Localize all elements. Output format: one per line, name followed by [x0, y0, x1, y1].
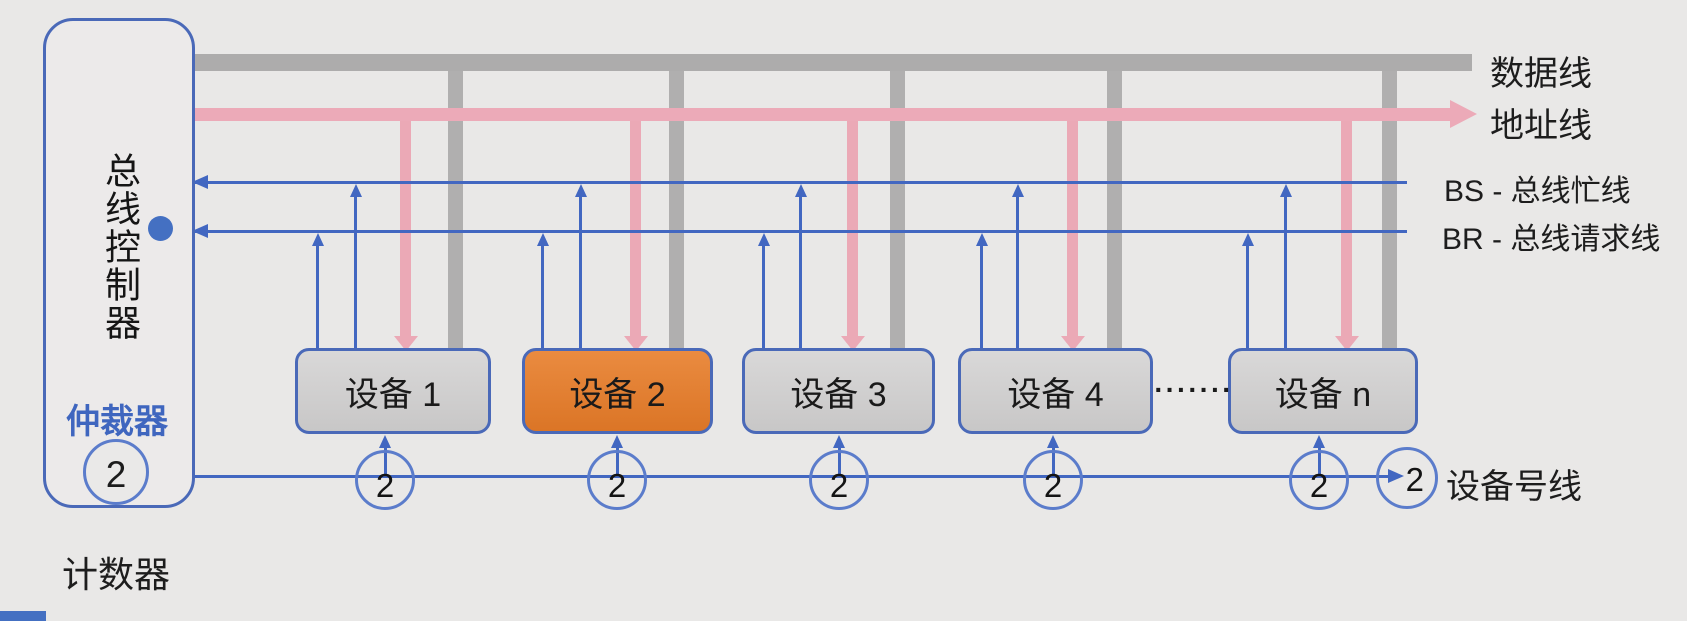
priority-counter-circle: 2	[1289, 450, 1349, 510]
device-box-4: 设备 4	[958, 348, 1153, 434]
up-arrow-icon	[1280, 184, 1292, 197]
line-end-counter-circle: 2	[1376, 447, 1438, 509]
up-arrow-icon	[537, 233, 549, 246]
device-to-bs-line	[1284, 194, 1287, 350]
address-drop-arrow-icon	[394, 336, 418, 351]
connection-dot-icon	[148, 216, 173, 241]
device-label: 设备 2	[569, 375, 666, 414]
bus-controller-label: 总线控制器	[100, 152, 141, 342]
data-bus-drop	[890, 70, 905, 350]
address-bus-drop	[847, 121, 858, 336]
priority-counter-circle: 2	[809, 450, 869, 510]
up-arrow-icon	[1047, 435, 1059, 448]
device-box-3: 设备 3	[742, 348, 935, 434]
br-line-label: BR - 总线请求线	[1442, 223, 1661, 256]
address-bus-arrow-icon	[1450, 100, 1477, 128]
up-arrow-icon	[833, 435, 845, 448]
address-bus-drop	[630, 121, 641, 336]
address-drop-arrow-icon	[1335, 336, 1359, 351]
address-bus-line	[192, 108, 1450, 121]
device-to-br-line	[1246, 243, 1249, 350]
arbiter-label: 仲裁器	[66, 403, 168, 441]
up-arrow-icon	[976, 233, 988, 246]
device-box-n: 设备 n	[1228, 348, 1418, 434]
counter-label: 计数器	[62, 554, 171, 595]
device-to-br-line	[762, 243, 765, 350]
up-arrow-icon	[1242, 233, 1254, 246]
br-left-arrow-icon	[192, 224, 208, 238]
device-to-br-line	[541, 243, 544, 350]
ellipsis-dots: ·······	[1154, 374, 1234, 405]
data-bus-drop	[1107, 70, 1122, 350]
address-bus-drop	[1341, 121, 1352, 336]
address-bus-label: 地址线	[1490, 107, 1592, 145]
up-arrow-icon	[350, 184, 362, 197]
device-to-br-line	[980, 243, 983, 350]
up-arrow-icon	[1313, 435, 1325, 448]
bs-bus-busy-line	[192, 181, 1407, 184]
device-to-br-line	[316, 243, 319, 350]
arbiter-counter-circle: 2	[83, 439, 149, 505]
device-label: 设备 n	[1274, 375, 1372, 414]
up-arrow-icon	[575, 184, 587, 197]
data-bus-line	[192, 54, 1472, 71]
data-bus-drop	[669, 70, 684, 350]
priority-counter-circle: 2	[1023, 450, 1083, 510]
priority-counter-circle: 2	[355, 450, 415, 510]
device-box-1: 设备 1	[295, 348, 491, 434]
address-drop-arrow-icon	[1061, 336, 1085, 351]
data-bus-drop	[1382, 70, 1397, 350]
up-arrow-icon	[795, 184, 807, 197]
address-bus-drop	[400, 121, 411, 336]
up-arrow-icon	[1012, 184, 1024, 197]
priority-counter-circle: 2	[587, 450, 647, 510]
up-arrow-icon	[758, 233, 770, 246]
device-number-line	[192, 475, 1390, 478]
bs-line-label: BS - 总线忙线	[1444, 175, 1631, 208]
address-bus-drop	[1067, 121, 1078, 336]
bottom-left-accent	[0, 611, 46, 621]
device-to-bs-line	[1016, 194, 1019, 350]
device-label: 设备 4	[1007, 375, 1104, 414]
device-to-bs-line	[579, 194, 582, 350]
device-to-bs-line	[799, 194, 802, 350]
bus-controller-box	[43, 18, 195, 508]
address-drop-arrow-icon	[841, 336, 865, 351]
bs-left-arrow-icon	[192, 175, 208, 189]
up-arrow-icon	[611, 435, 623, 448]
device-label: 设备 3	[790, 375, 887, 414]
device-label: 设备 1	[344, 375, 442, 414]
data-bus-label: 数据线	[1490, 55, 1592, 93]
up-arrow-icon	[379, 435, 391, 448]
up-arrow-icon	[312, 233, 324, 246]
address-drop-arrow-icon	[624, 336, 648, 351]
data-bus-drop	[448, 70, 463, 350]
device-number-line-label: 设备号线	[1446, 468, 1582, 506]
device-box-2-highlighted: 设备 2	[522, 348, 713, 434]
device-to-bs-line	[354, 194, 357, 350]
